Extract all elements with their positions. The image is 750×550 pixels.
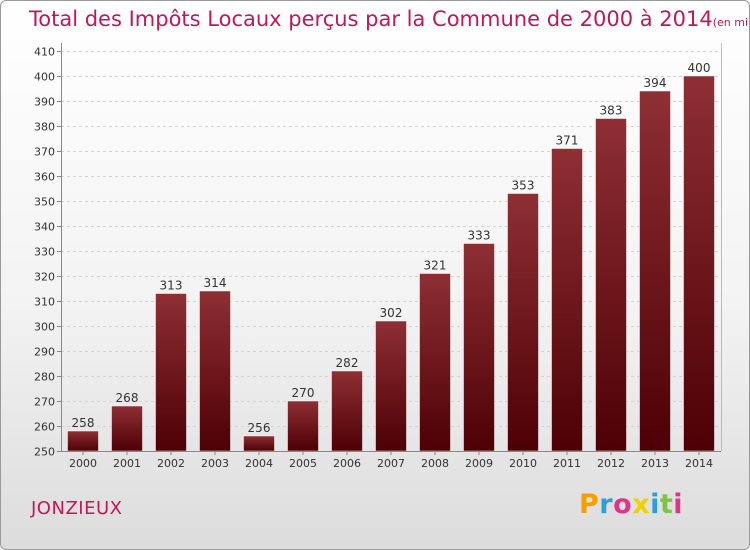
x-axis-ticks: 2000 2001 2002 2003 2004 2005 2006 2007 2008 2009…: [69, 451, 713, 470]
x-tick-label: 2010: [509, 457, 537, 470]
data-label-2010: 353: [512, 179, 535, 193]
y-tick-label: 390: [34, 96, 55, 109]
x-tick-label: 2014: [685, 457, 713, 470]
x-tick-label: 2002: [157, 457, 185, 470]
bar-2003: [199, 290, 231, 452]
bar-2009: [463, 243, 495, 452]
data-label-2004: 256: [248, 421, 271, 435]
y-axis-ticks: 250 260 270 280 290 300 310 320 330 340 350 360 370 3…: [34, 46, 61, 459]
bar-2014: [683, 75, 715, 452]
data-label-2000: 258: [72, 416, 95, 430]
data-label-2013: 394: [644, 76, 667, 90]
data-label-2006: 282: [336, 356, 359, 370]
data-label-2005: 270: [292, 386, 315, 400]
x-tick-label: 2006: [333, 457, 361, 470]
x-tick-label: 2007: [377, 457, 405, 470]
bar-2013: [639, 90, 671, 452]
chart-title-text: Total des Impôts Locaux perçus par la Co…: [29, 7, 713, 31]
logo-letter: t: [659, 489, 674, 520]
y-tick-label: 320: [34, 271, 55, 284]
data-label-2003: 314: [204, 276, 227, 290]
y-tick-label: 250: [34, 446, 55, 459]
y-tick-label: 370: [34, 146, 55, 159]
bars: 258 268 313 314 256 270 282 302 321 333 353 371 383 3…: [67, 61, 715, 452]
data-label-2002: 313: [160, 279, 183, 293]
bar-2008: [419, 273, 451, 452]
x-tick-label: 2003: [201, 457, 229, 470]
y-tick-label: 300: [34, 321, 55, 334]
bar-2000: [67, 430, 99, 452]
bar-2002: [155, 293, 187, 452]
y-tick-label: 380: [34, 121, 55, 134]
commune-name: JONZIEUX: [31, 498, 123, 519]
y-tick-label: 310: [34, 296, 55, 309]
bar-2001: [111, 405, 143, 452]
x-tick-label: 2013: [641, 457, 669, 470]
data-label-2007: 302: [380, 306, 403, 320]
chart-title: Total des Impôts Locaux perçus par la Co…: [29, 7, 749, 31]
x-tick-label: 2001: [113, 457, 141, 470]
y-tick-label: 340: [34, 221, 55, 234]
data-label-2011: 371: [556, 134, 579, 148]
logo-letter: i: [650, 489, 660, 520]
logo-letter: x: [632, 489, 651, 520]
bar-2010: [507, 193, 539, 452]
y-tick-label: 400: [34, 71, 55, 84]
y-tick-label: 330: [34, 246, 55, 259]
proxiti-logo: Proxiti: [579, 489, 683, 520]
data-label-2012: 383: [600, 104, 623, 118]
y-tick-label: 410: [34, 46, 55, 59]
data-label-2008: 321: [424, 259, 447, 273]
data-label-2009: 333: [468, 229, 491, 243]
x-tick-label: 2004: [245, 457, 273, 470]
y-tick-label: 270: [34, 396, 55, 409]
y-tick-label: 290: [34, 346, 55, 359]
y-tick-label: 350: [34, 196, 55, 209]
chart-unit-note: (en milliers d'€): [712, 16, 749, 29]
bar-2004: [243, 435, 275, 452]
bar-2007: [375, 320, 407, 452]
x-tick-label: 2009: [465, 457, 493, 470]
x-tick-label: 2011: [553, 457, 581, 470]
data-label-2001: 268: [116, 391, 139, 405]
x-tick-label: 2012: [597, 457, 625, 470]
bar-2005: [287, 400, 319, 452]
bar-2011: [551, 148, 583, 452]
y-tick-label: 280: [34, 371, 55, 384]
logo-letter: o: [613, 489, 633, 520]
y-tick-label: 360: [34, 171, 55, 184]
x-tick-label: 2000: [69, 457, 97, 470]
bar-2006: [331, 370, 363, 452]
x-tick-label: 2008: [421, 457, 449, 470]
bar-2012: [595, 118, 627, 452]
y-tick-label: 260: [34, 421, 55, 434]
x-tick-label: 2005: [289, 457, 317, 470]
data-label-2014: 400: [688, 61, 711, 75]
logo-letter: P: [579, 489, 600, 520]
logo-letter: r: [599, 489, 614, 520]
logo-letter: i: [673, 489, 684, 520]
